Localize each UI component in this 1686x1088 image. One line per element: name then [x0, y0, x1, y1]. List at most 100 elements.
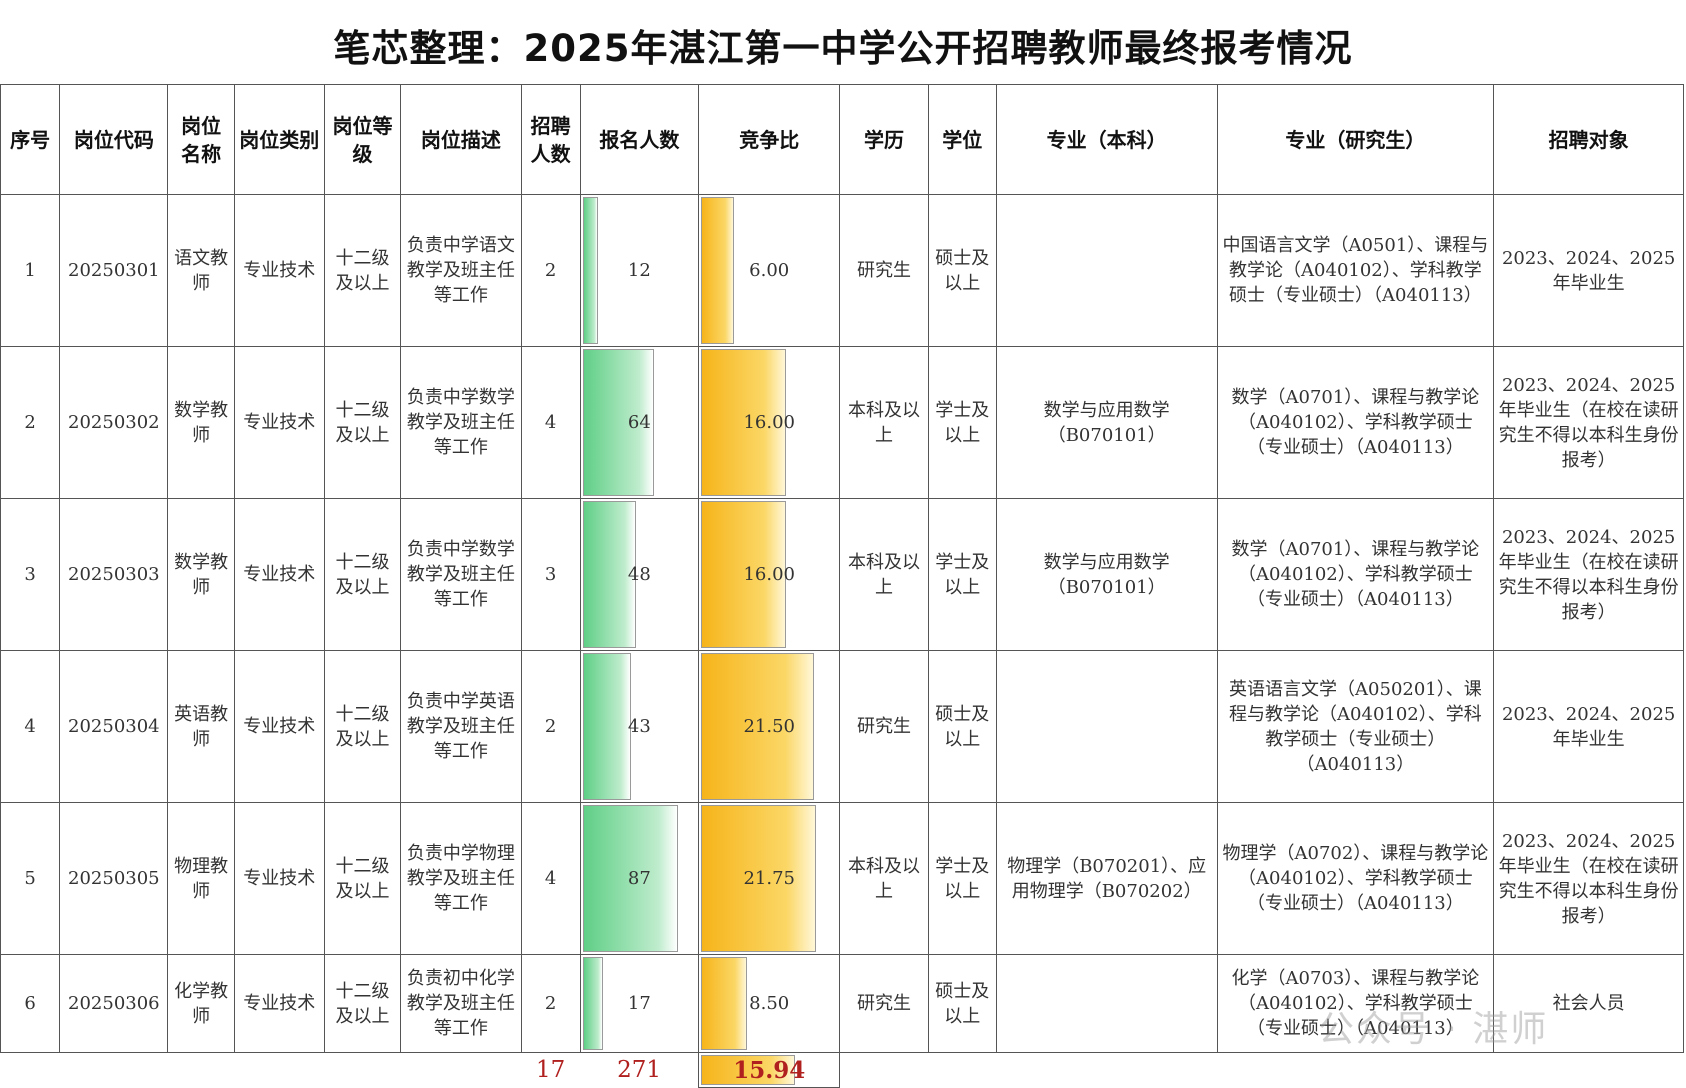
ratio-bar: [701, 653, 815, 800]
cell-major-bachelor: [995, 650, 1218, 803]
ratio-value: 6.00: [749, 260, 790, 281]
cell-quota: 2: [520, 954, 581, 1053]
cell-major-bachelor: 数学与应用数学（B070101）: [995, 346, 1218, 499]
cell-target: 2023、2024、2025年毕业生: [1493, 194, 1684, 347]
table-row: 2 20250302 数学教师 专业技术 十二级及以上 负责中学数学教学及班主任…: [0, 346, 1684, 499]
cell-seq: 1: [0, 194, 61, 347]
cell-major-bachelor: [995, 194, 1218, 347]
cell-description: 负责中学语文教学及班主任等工作: [400, 194, 522, 347]
header-seq: 序号: [0, 84, 61, 195]
ratio-bar: [701, 349, 786, 496]
applicants-value: 87: [627, 868, 651, 889]
cell-degree: 学士及以上: [927, 498, 997, 651]
applicants-value: 17: [627, 993, 651, 1014]
cell-code: 20250301: [59, 194, 169, 347]
cell-applicants: 64: [579, 346, 700, 499]
cell-description: 负责中学数学教学及班主任等工作: [400, 498, 522, 651]
header-quota: 招聘人数: [520, 84, 581, 195]
cell-code: 20250304: [59, 650, 169, 803]
cell-target: 社会人员: [1493, 954, 1684, 1053]
cell-target: 2023、2024、2025年毕业生（在校在读研究生不得以本科生身份报考）: [1493, 346, 1684, 499]
cell-category: 专业技术: [233, 650, 325, 803]
cell-name: 物理教师: [167, 802, 235, 955]
page-title: 笔芯整理：2025年湛江第一中学公开招聘教师最终报考情况: [333, 27, 1353, 70]
cell-ratio: 8.50: [698, 954, 841, 1053]
ratio-value: 16.00: [743, 564, 795, 585]
cell-code: 20250305: [59, 802, 169, 955]
cell-name: 语文教师: [167, 194, 235, 347]
cell-category: 专业技术: [233, 194, 325, 347]
applicants-value: 64: [627, 412, 651, 433]
applicants-bar: [582, 349, 654, 496]
cell-description: 负责初中化学教学及班主任等工作: [400, 954, 522, 1053]
cell-code: 20250302: [59, 346, 169, 499]
cell-applicants: 17: [579, 954, 700, 1053]
applicants-bar: [582, 805, 679, 952]
table-row: 1 20250301 语文教师 专业技术 十二级及以上 负责中学语文教学及班主任…: [0, 194, 1684, 347]
cell-category: 专业技术: [233, 954, 325, 1053]
header-ratio: 竞争比: [698, 84, 841, 195]
cell-quota: 4: [520, 802, 581, 955]
cell-category: 专业技术: [233, 346, 325, 499]
cell-education: 研究生: [839, 954, 929, 1053]
cell-ratio: 21.75: [698, 802, 841, 955]
cell-ratio: 16.00: [698, 498, 841, 651]
cell-degree: 硕士及以上: [927, 650, 997, 803]
cell-category: 专业技术: [233, 802, 325, 955]
recruitment-table: 序号 岗位代码 岗位名称 岗位类别 岗位等级 岗位描述 招聘人数 报名人数 竞争…: [0, 84, 1684, 1088]
total-ratio-cell: 15.94: [698, 1052, 841, 1088]
cell-seq: 6: [0, 954, 61, 1053]
header-category: 岗位类别: [233, 84, 325, 195]
cell-name: 英语教师: [167, 650, 235, 803]
header-description: 岗位描述: [400, 84, 522, 195]
cell-level: 十二级及以上: [323, 498, 402, 651]
total-applicants: 271: [617, 1056, 662, 1083]
cell-degree: 硕士及以上: [927, 954, 997, 1053]
applicants-bar: [582, 653, 631, 800]
header-major-bachelor: 专业（本科）: [995, 84, 1218, 195]
cell-name: 数学教师: [167, 346, 235, 499]
table-row: 4 20250304 英语教师 专业技术 十二级及以上 负责中学英语教学及班主任…: [0, 650, 1684, 803]
cell-description: 负责中学数学教学及班主任等工作: [400, 346, 522, 499]
cell-applicants: 12: [579, 194, 700, 347]
cell-ratio: 16.00: [698, 346, 841, 499]
cell-applicants: 87: [579, 802, 700, 955]
cell-seq: 5: [0, 802, 61, 955]
cell-target: 2023、2024、2025年毕业生: [1493, 650, 1684, 803]
cell-description: 负责中学物理教学及班主任等工作: [400, 802, 522, 955]
cell-major-bachelor: 物理学（B070201）、应用物理学（B070202）: [995, 802, 1218, 955]
header-applicants: 报名人数: [579, 84, 700, 195]
cell-quota: 2: [520, 650, 581, 803]
cell-quota: 3: [520, 498, 581, 651]
cell-seq: 3: [0, 498, 61, 651]
ratio-bar: [701, 501, 786, 648]
header-major-graduate: 专业（研究生）: [1216, 84, 1495, 195]
cell-applicants: 48: [579, 498, 700, 651]
cell-education: 研究生: [839, 194, 929, 347]
cell-major-graduate: 中国语言文学（A0501）、课程与教学论（A040102）、学科教学硕士（专业硕…: [1216, 194, 1495, 347]
cell-degree: 硕士及以上: [927, 194, 997, 347]
cell-education: 研究生: [839, 650, 929, 803]
ratio-value: 21.75: [743, 868, 795, 889]
total-quota: 17: [535, 1056, 566, 1083]
applicants-value: 43: [627, 716, 651, 737]
cell-major-graduate: 化学（A0703）、课程与教学论（A040102）、学科教学硕士（专业硕士）（A…: [1216, 954, 1495, 1053]
cell-seq: 2: [0, 346, 61, 499]
table-row: 6 20250306 化学教师 专业技术 十二级及以上 负责初中化学教学及班主任…: [0, 954, 1684, 1053]
table-row: 5 20250305 物理教师 专业技术 十二级及以上 负责中学物理教学及班主任…: [0, 802, 1684, 955]
cell-major-graduate: 英语语言文学（A050201）、课程与教学论（A040102）、学科教学硕士（专…: [1216, 650, 1495, 803]
cell-education: 本科及以上: [839, 498, 929, 651]
cell-target: 2023、2024、2025年毕业生（在校在读研究生不得以本科生身份报考）: [1493, 802, 1684, 955]
totals-row: 17 271 15.94: [1, 1052, 1684, 1088]
cell-seq: 4: [0, 650, 61, 803]
cell-education: 本科及以上: [839, 346, 929, 499]
applicants-bar: [582, 957, 603, 1050]
cell-education: 本科及以上: [839, 802, 929, 955]
header-target: 招聘对象: [1493, 84, 1684, 195]
cell-description: 负责中学英语教学及班主任等工作: [400, 650, 522, 803]
applicants-bar: [582, 197, 598, 344]
applicants-value: 48: [627, 564, 651, 585]
cell-major-graduate: 数学（A0701）、课程与教学论（A040102）、学科教学硕士（专业硕士）（A…: [1216, 346, 1495, 499]
cell-major-graduate: 数学（A0701）、课程与教学论（A040102）、学科教学硕士（专业硕士）（A…: [1216, 498, 1495, 651]
ratio-bar: [701, 957, 748, 1050]
